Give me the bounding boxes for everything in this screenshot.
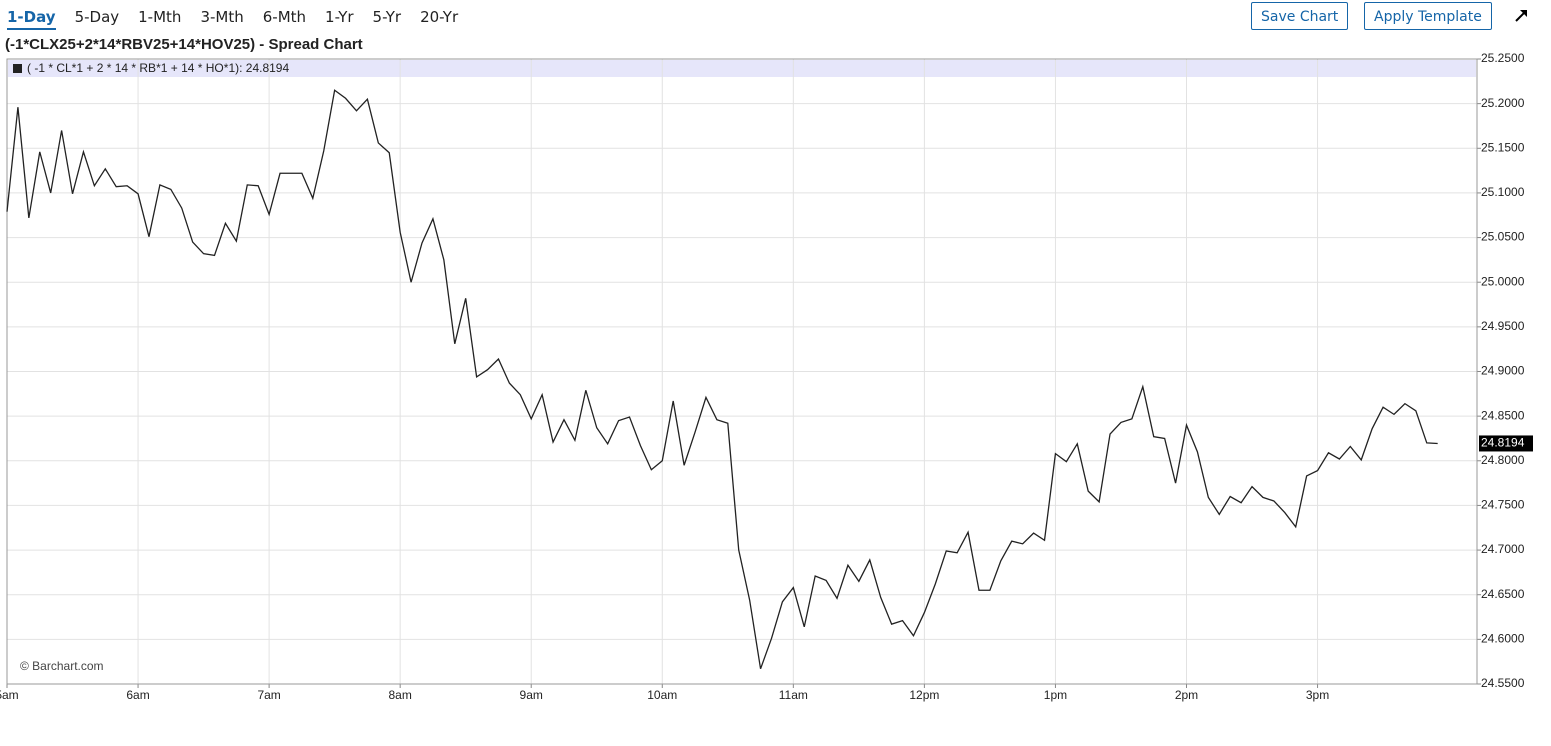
range-tab[interactable]: 5-Day <box>74 8 120 26</box>
x-tick-label: 11am <box>779 688 808 702</box>
y-tick-label: 24.7000 <box>1481 542 1525 556</box>
chart-title: (-1*CLX25+2*14*RBV25+14*HOV25) - Spread … <box>5 36 363 53</box>
last-value-label: 24.8194 <box>1481 436 1525 450</box>
x-tick-label: 5am <box>0 688 19 702</box>
y-tick-label: 24.8500 <box>1481 408 1525 422</box>
y-tick-label: 24.6500 <box>1481 587 1525 601</box>
range-tabs: 1-Day 5-Day 1-Mth 3-Mth 6-Mth 1-Yr 5-Yr 20-Yr <box>7 8 458 30</box>
legend-band <box>8 60 1476 77</box>
apply-template-button[interactable]: Apply Template <box>1364 2 1492 30</box>
y-tick-label: 24.8000 <box>1481 453 1525 467</box>
x-tick-label: 6am <box>126 688 149 702</box>
last-value-badge <box>1479 435 1533 452</box>
x-tick-label: 9am <box>520 688 543 702</box>
y-tick-label: 25.0000 <box>1481 274 1525 288</box>
y-tick-label: 24.7500 <box>1481 498 1525 512</box>
x-tick-label: 1pm <box>1044 688 1067 702</box>
x-tick-label: 2pm <box>1175 688 1198 702</box>
plot-frame <box>6 58 1478 685</box>
x-tick-label: 3pm <box>1306 688 1329 702</box>
range-tab[interactable]: 20-Yr <box>420 8 459 26</box>
y-tick-label: 25.1000 <box>1481 185 1525 199</box>
range-tab[interactable]: 1-Day <box>7 8 56 30</box>
y-tick-label: 25.2000 <box>1481 96 1525 110</box>
y-tick-label: 25.2500 <box>1481 51 1525 65</box>
legend-swatch <box>13 64 22 73</box>
y-tick-label: 24.5500 <box>1481 676 1525 690</box>
save-chart-button[interactable]: Save Chart <box>1251 2 1349 30</box>
y-tick-label: 24.6000 <box>1481 632 1525 646</box>
y-tick-label: 25.0500 <box>1481 230 1525 244</box>
range-tab[interactable]: 1-Yr <box>325 8 354 26</box>
y-tick-label: 24.9500 <box>1481 319 1525 333</box>
x-tick-label: 12pm <box>909 688 939 702</box>
price-line <box>6 89 1438 670</box>
legend-label: ( -1 * CL*1 + 2 * 14 * RB*1 + 14 * HO*1)… <box>27 61 289 75</box>
range-tab[interactable]: 1-Mth <box>138 8 182 26</box>
watermark: © Barchart.com <box>20 659 104 673</box>
range-tab[interactable]: 3-Mth <box>200 8 244 26</box>
range-tab[interactable]: 5-Yr <box>372 8 402 26</box>
expand-icon[interactable] <box>1515 10 1527 22</box>
range-tab[interactable]: 6-Mth <box>262 8 307 26</box>
y-tick-label: 24.9000 <box>1481 364 1525 378</box>
x-tick-label: 7am <box>257 688 280 702</box>
x-tick-label: 10am <box>647 688 677 702</box>
y-tick-label: 25.1500 <box>1481 140 1525 154</box>
x-tick-label: 8am <box>388 688 411 702</box>
